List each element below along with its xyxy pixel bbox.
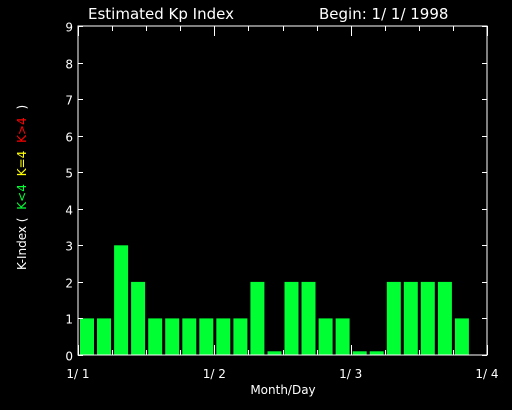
y-tick-label: 9 — [65, 21, 73, 35]
kp-bar — [250, 281, 265, 355]
y-tick-label: 5 — [65, 167, 73, 181]
y-tick-label: 2 — [65, 277, 73, 291]
y-tick-label: 0 — [65, 350, 73, 364]
kp-bar — [335, 318, 350, 355]
kp-bar — [454, 318, 469, 355]
kp-bar — [386, 281, 401, 355]
y-tick-label: 1 — [65, 313, 73, 327]
kp-bar — [148, 318, 163, 355]
kp-bar — [114, 245, 129, 355]
kp-bar — [199, 318, 214, 355]
kp-bar — [267, 351, 282, 355]
kp-bar — [318, 318, 333, 355]
y-tick-label: 4 — [65, 204, 73, 218]
svg-text:K-Index ( K<4 K=4: K-Index ( K<4 K=4 K>4 ) — [15, 105, 29, 270]
kp-bar — [182, 318, 197, 355]
x-tick-label: 1/ 1 — [66, 367, 89, 381]
begin-date: Begin: 1/ 1/ 1998 — [319, 5, 448, 23]
kp-bar — [403, 281, 418, 355]
y-label-high: K>4 — [15, 117, 29, 143]
y-label-prefix: K-Index ( — [15, 218, 29, 270]
y-label-mid: K=4 — [15, 151, 29, 177]
plot-frame — [77, 25, 488, 356]
kp-bar — [131, 281, 146, 355]
y-tick-label: 8 — [65, 58, 73, 72]
kp-bar — [437, 281, 452, 355]
y-tick-label: 6 — [65, 131, 73, 145]
kp-bar — [80, 318, 94, 355]
y-label-suffix: ) — [15, 105, 29, 110]
x-tick-label: 1/ 3 — [339, 367, 362, 381]
y-tick-label: 7 — [65, 94, 73, 108]
kp-bar — [216, 318, 231, 355]
kp-bar — [352, 351, 367, 355]
kp-bar — [165, 318, 180, 355]
y-tick-label: 3 — [65, 240, 73, 254]
kp-bar — [420, 281, 435, 355]
kp-bar — [301, 281, 316, 355]
kp-bar — [97, 318, 111, 355]
y-axis-label: K-Index ( K<4 K=4 K>4 ) — [15, 105, 29, 270]
y-label-low: K<4 — [15, 184, 29, 210]
bars-group — [80, 245, 469, 355]
x-axis-label: Month/Day — [250, 383, 315, 397]
x-tick-label: 1/ 4 — [475, 367, 498, 381]
kp-bar — [369, 351, 384, 355]
kp-bar — [233, 318, 248, 355]
chart-title: Estimated Kp Index — [88, 5, 234, 23]
x-tick-label: 1/ 2 — [203, 367, 226, 381]
kp-bar — [284, 281, 299, 355]
